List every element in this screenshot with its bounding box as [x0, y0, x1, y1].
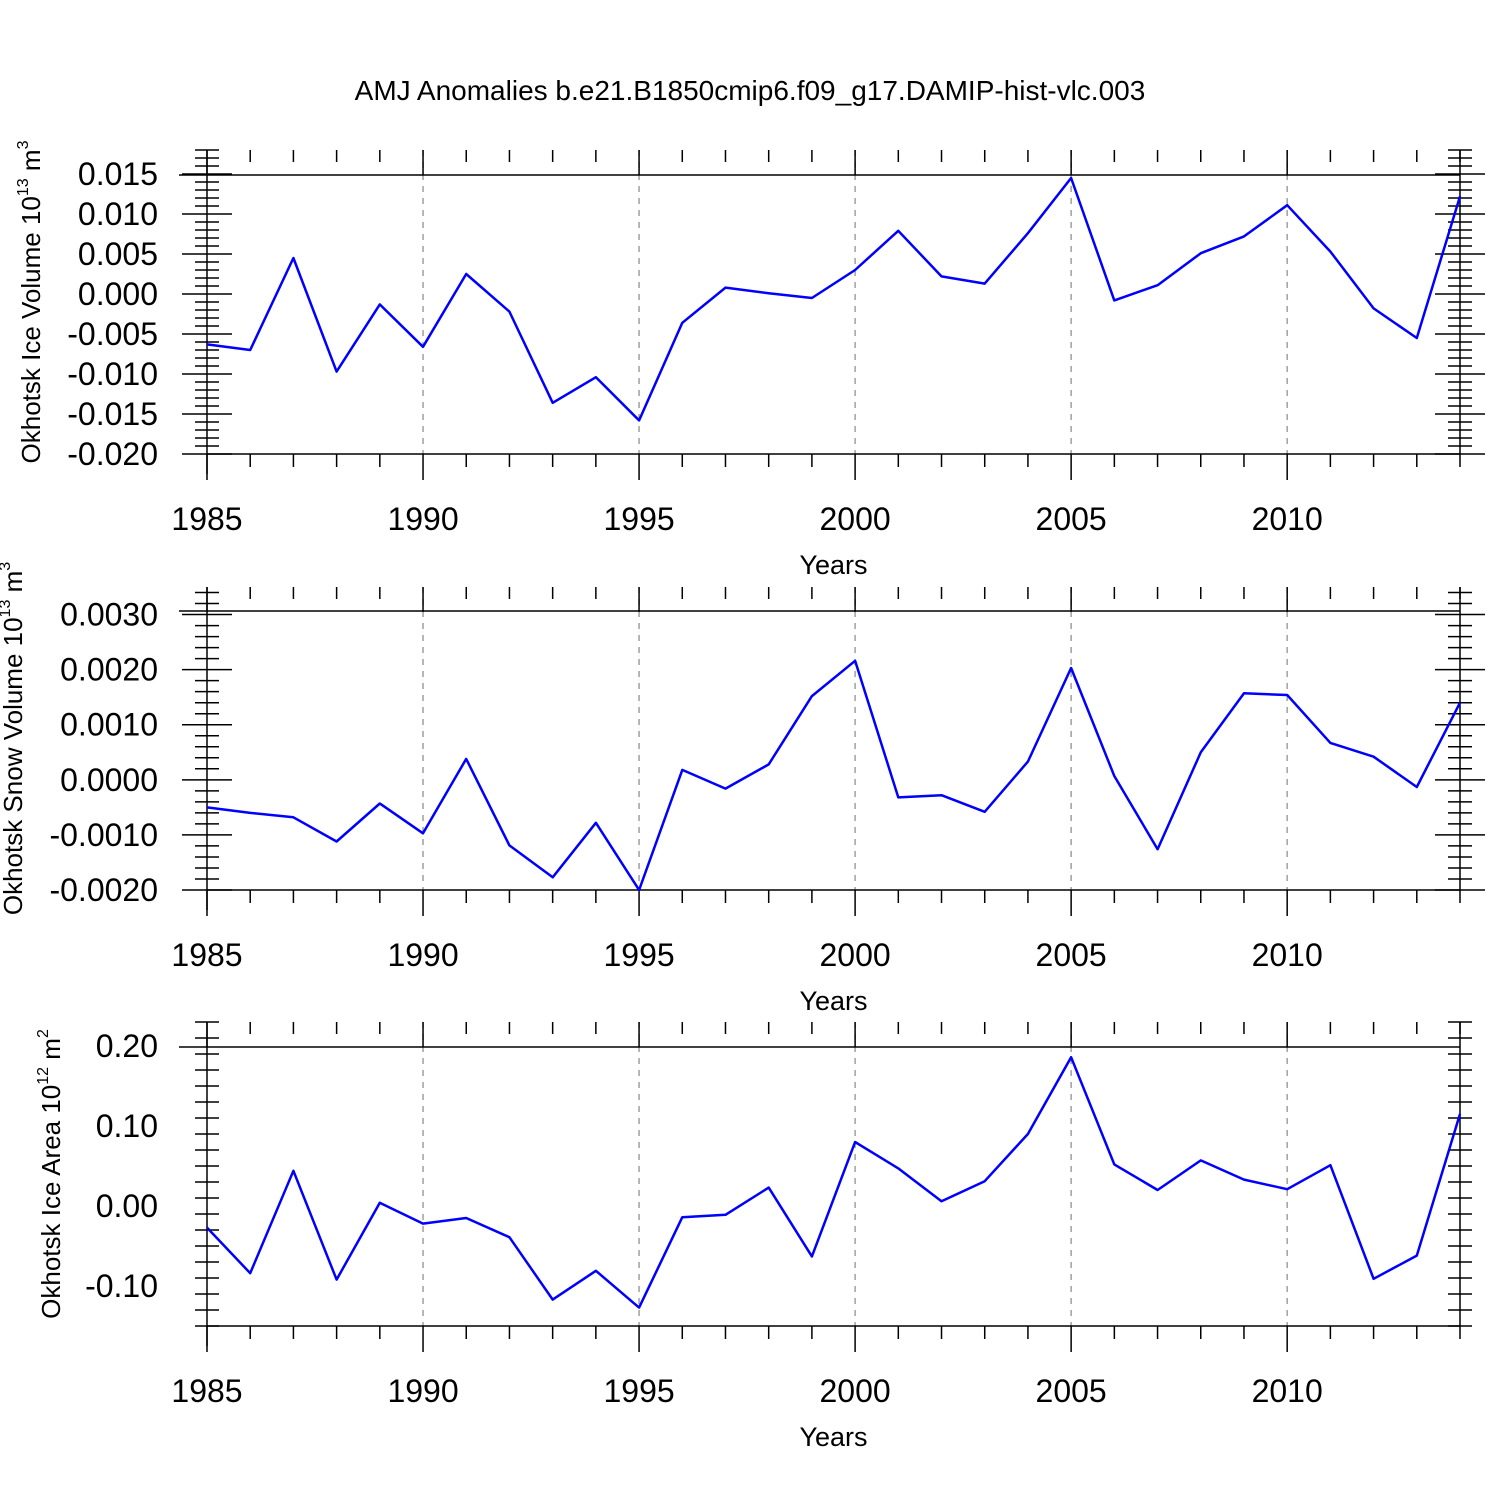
y-tick-label: -0.0010 [49, 817, 158, 853]
x-tick-label: 1995 [603, 501, 674, 537]
x-axis-label: Years [799, 1422, 867, 1452]
x-axis-label: Years [799, 550, 867, 580]
y-tick-label: -0.015 [67, 396, 158, 432]
chart-panel-3: 1985 1990 1995 2000 2005 2010 -0.10 0.00 0.10 0.2… [35, 1021, 1472, 1452]
x-tick-label: 2005 [1036, 937, 1107, 973]
y-axis-label: Okhotsk Snow Volume 1013 m3 [0, 562, 28, 915]
y-tick-label: 0.010 [78, 196, 158, 232]
y-tick-label: 0.0020 [60, 652, 158, 688]
x-tick-label: 2005 [1036, 501, 1107, 537]
y-tick-label: 0.005 [78, 236, 158, 272]
y-tick-label: 0.015 [78, 156, 158, 192]
x-tick-label: 2000 [820, 1373, 891, 1409]
y-tick-label: 0.000 [78, 276, 158, 312]
x-tick-label: 1990 [387, 937, 458, 973]
x-tick-label: 1985 [171, 1373, 242, 1409]
y-tick-label: -0.0020 [49, 872, 158, 908]
y-tick-label: 0.20 [96, 1028, 158, 1064]
x-tick-label: 2005 [1036, 1373, 1107, 1409]
y-tick-label: 0.0000 [60, 762, 158, 798]
x-tick-label: 1985 [171, 937, 242, 973]
x-tick-label: 1995 [603, 1373, 674, 1409]
y-tick-label: 0.10 [96, 1108, 158, 1144]
x-tick-label: 1990 [387, 501, 458, 537]
y-tick-label: 0.0030 [60, 597, 158, 633]
x-tick-label: 2000 [820, 937, 891, 973]
series-line-1 [206, 659, 1462, 892]
x-tick-label: 1985 [171, 501, 242, 537]
x-tick-label: 2000 [820, 501, 891, 537]
y-tick-label: -0.020 [67, 436, 158, 472]
y-axis-label: Okhotsk Ice Volume 1013 m3 [15, 140, 46, 463]
x-tick-label: 1990 [387, 1373, 458, 1409]
y-tick-label: 0.00 [96, 1188, 158, 1224]
x-axis-label: Years [799, 986, 867, 1016]
x-tick-label: 2010 [1252, 1373, 1323, 1409]
y-tick-label: -0.10 [85, 1268, 158, 1304]
y-tick-label: -0.005 [67, 316, 158, 352]
x-tick-label: 1995 [603, 937, 674, 973]
series-line-1 [206, 1055, 1462, 1309]
chart-panel-2: 1985 1990 1995 2000 2005 2010 -0.0020 -0.0010 0.… [0, 562, 1485, 1016]
y-axis-label: Okhotsk Ice Area 1012 m2 [35, 1029, 66, 1319]
x-tick-label: 2010 [1252, 501, 1323, 537]
y-tick-label: 0.0010 [60, 707, 158, 743]
y-tick-label: -0.010 [67, 356, 158, 392]
chart-title: AMJ Anomalies b.e21.B1850cmip6.f09_g17.D… [355, 75, 1146, 106]
series-line-1 [206, 176, 1462, 422]
chart-panel-1: 1985 1990 1995 2000 2005 2010 -0.020 -0.015 -0.0… [15, 140, 1485, 580]
x-tick-label: 2010 [1252, 937, 1323, 973]
